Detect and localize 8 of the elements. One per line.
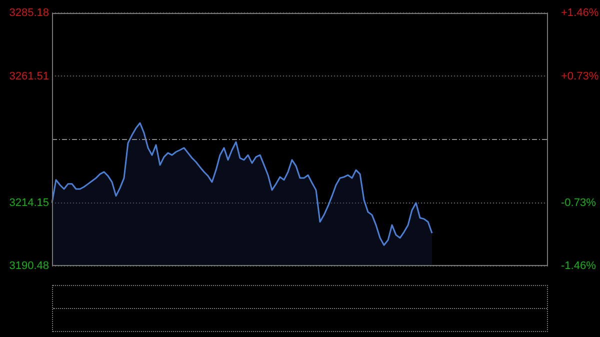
y-tick-label: 3214.15 (9, 196, 49, 209)
y2-tick-label: -1.46% (561, 260, 596, 272)
y-tick-label: 3261.51 (9, 70, 49, 82)
y-tick-label: 3190.48 (9, 260, 49, 272)
y2-tick-label: -0.73% (561, 196, 596, 209)
y-tick-label: 3285.18 (9, 7, 49, 20)
y2-tick-label: +0.73% (561, 70, 599, 82)
y2-tick-label: +1.46% (561, 7, 599, 20)
